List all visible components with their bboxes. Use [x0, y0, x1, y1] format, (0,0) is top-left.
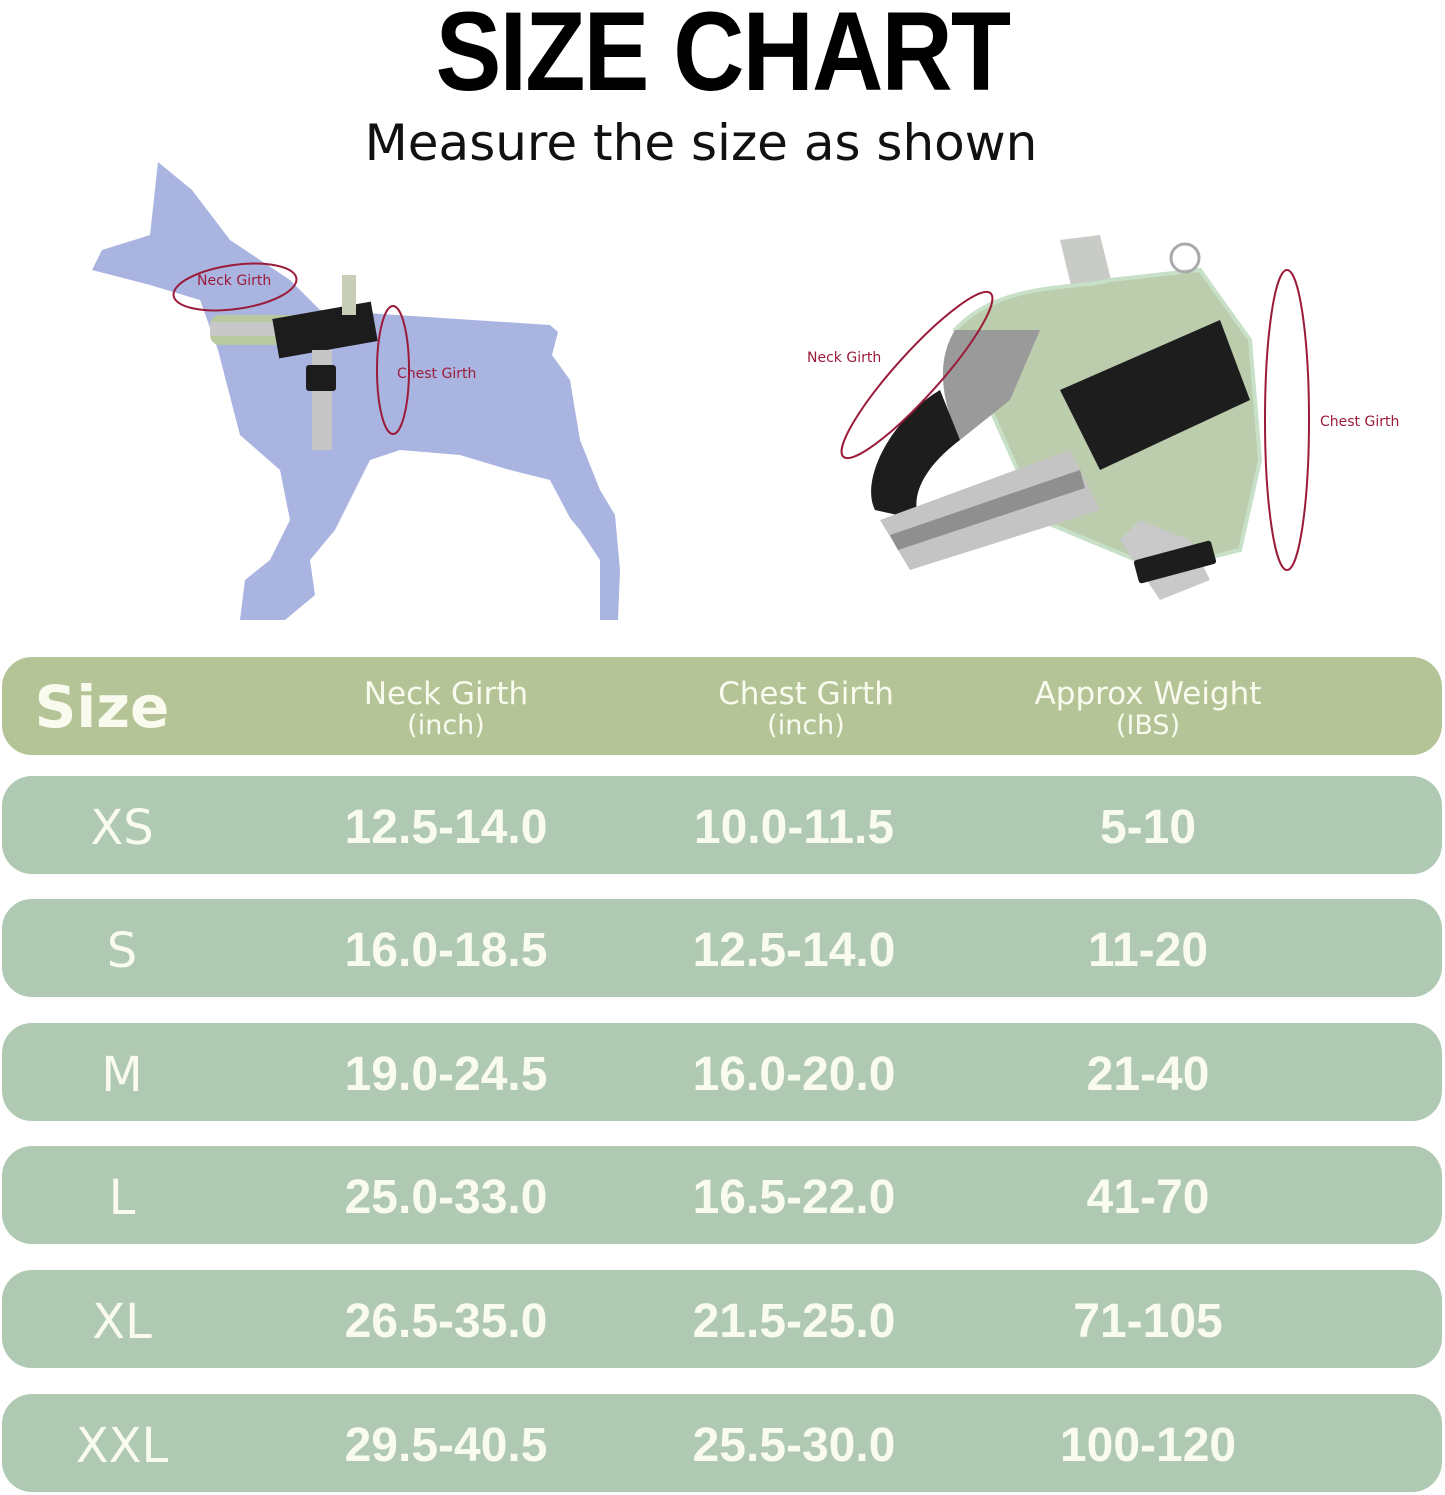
table-row: M 19.0-24.5 16.0-20.0 21-40	[2, 1023, 1442, 1121]
weight-cell: 21-40	[1086, 1048, 1210, 1101]
neck-girth-cell: 16.0-18.5	[344, 924, 548, 977]
neck-girth-cell: 25.0-33.0	[344, 1171, 548, 1224]
header-label: Approx Weight	[1034, 676, 1262, 712]
harness-neck-label: Neck Girth	[807, 350, 881, 366]
neck-girth-cell: 12.5-14.0	[344, 801, 548, 854]
harness-illustration: Neck Girth Chest Girth	[807, 235, 1399, 600]
size-cell: XXL	[75, 1418, 169, 1474]
neck-girth-cell: 29.5-40.5	[344, 1419, 548, 1472]
header-chest-girth: Chest Girth (inch)	[718, 677, 894, 741]
weight-cell: 5-10	[1099, 801, 1197, 854]
neck-girth-cell: 26.5-35.0	[344, 1295, 548, 1348]
page-title: SIZE CHART	[435, 0, 1012, 114]
table-row: XL 26.5-35.0 21.5-25.0 71-105	[2, 1270, 1442, 1368]
header-label: Neck Girth	[363, 676, 529, 712]
table-row: S 16.0-18.5 12.5-14.0 11-20	[2, 899, 1442, 997]
page-subtitle: Measure the size as shown	[364, 114, 1038, 172]
header-neck-girth: Neck Girth (inch)	[364, 677, 528, 741]
chest-girth-cell: 16.0-20.0	[692, 1048, 896, 1101]
neck-girth-cell: 19.0-24.5	[344, 1048, 548, 1101]
header-approx-weight: Approx Weight (IBS)	[1035, 677, 1262, 741]
header-unit: (inch)	[767, 710, 845, 741]
dog-chest-label: Chest Girth	[397, 366, 476, 382]
harness-chest-measure-line	[1264, 269, 1310, 571]
weight-cell: 100-120	[1059, 1419, 1237, 1472]
dog-silhouette	[92, 162, 620, 620]
size-cell: XS	[90, 800, 154, 856]
harness-neck-measure-line	[840, 290, 994, 460]
header-label: Chest Girth	[718, 676, 894, 712]
chest-girth-cell: 21.5-25.0	[692, 1295, 896, 1348]
harness-product	[871, 235, 1263, 600]
neck-measure-line	[172, 262, 298, 312]
weight-cell: 71-105	[1073, 1295, 1223, 1348]
size-cell: S	[106, 923, 138, 979]
header-size: Size	[34, 673, 170, 741]
dog-harness	[210, 275, 378, 450]
table-header: Size Neck Girth (inch) Chest Girth (inch) …	[2, 657, 1442, 755]
size-cell: L	[108, 1170, 136, 1226]
table-row: L 25.0-33.0 16.5-22.0 41-70	[2, 1146, 1442, 1244]
chest-girth-cell: 10.0-11.5	[693, 801, 895, 854]
dog-illustration: Neck Girth Chest Girth	[92, 162, 620, 620]
size-cell: M	[101, 1047, 143, 1103]
chest-girth-cell: 16.5-22.0	[692, 1171, 896, 1224]
weight-cell: 41-70	[1086, 1171, 1210, 1224]
chest-measure-line	[376, 305, 410, 435]
table-row: XXL 29.5-40.5 25.5-30.0 100-120	[2, 1394, 1442, 1492]
header-unit: (inch)	[407, 710, 485, 741]
weight-cell: 11-20	[1087, 924, 1209, 977]
harness-chest-label: Chest Girth	[1320, 414, 1399, 430]
size-cell: XL	[92, 1294, 152, 1350]
chest-girth-cell: 25.5-30.0	[692, 1419, 896, 1472]
dog-neck-label: Neck Girth	[197, 273, 271, 289]
header-unit: (IBS)	[1115, 710, 1181, 741]
chest-girth-cell: 12.5-14.0	[692, 924, 896, 977]
table-row: XS 12.5-14.0 10.0-11.5 5-10	[2, 776, 1442, 874]
